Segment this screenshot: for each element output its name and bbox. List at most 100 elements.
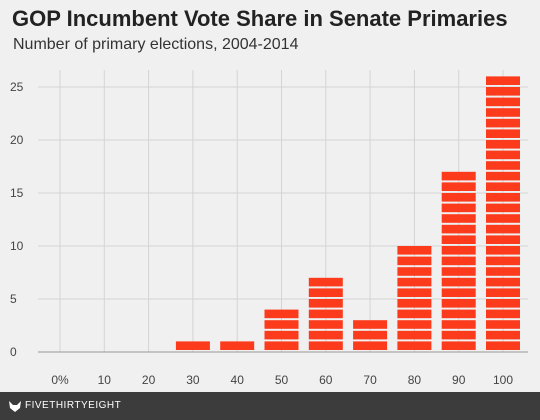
bar-unit-block: [486, 87, 520, 96]
bar-unit-block: [175, 341, 210, 350]
footer-bar: FIVETHIRTYEIGHT: [0, 392, 540, 420]
bar-70: [353, 320, 388, 350]
bar-unit-block: [264, 330, 299, 340]
bar-unit-block: [264, 341, 299, 350]
bar-50: [264, 309, 299, 350]
y-tick-label: 0: [10, 345, 17, 359]
bar-unit-block: [441, 182, 476, 191]
bar-unit-block: [308, 277, 343, 287]
bar-90: [441, 171, 476, 350]
bar-unit-block: [486, 76, 520, 85]
bar-unit-block: [441, 288, 476, 297]
bar-unit-block: [486, 161, 520, 170]
y-tick-label: 5: [10, 292, 17, 306]
bar-unit-block: [308, 320, 343, 329]
bar-unit-block: [441, 171, 476, 181]
bar-100: [486, 76, 520, 350]
x-tick-label: 10: [98, 373, 112, 387]
bar-unit-block: [486, 341, 520, 350]
y-tick-label: 20: [10, 133, 24, 147]
bar-unit-block: [308, 341, 343, 350]
bar-unit-block: [353, 341, 388, 350]
bar-unit-block: [486, 224, 520, 234]
bar-unit-block: [486, 97, 520, 107]
bar-unit-block: [397, 341, 432, 350]
bar-unit-block: [486, 214, 520, 223]
bar-unit-block: [441, 309, 476, 319]
x-tick-label: 30: [186, 373, 200, 387]
bar-unit-block: [486, 246, 520, 255]
bar-unit-block: [441, 246, 476, 255]
bar-unit-block: [308, 288, 343, 297]
bar-unit-block: [353, 330, 388, 340]
bar-unit-block: [308, 330, 343, 340]
bar-unit-block: [486, 288, 520, 297]
chart-title: GOP Incumbent Vote Share in Senate Prima…: [12, 6, 508, 31]
bar-unit-block: [486, 150, 520, 160]
bar-unit-block: [441, 193, 476, 202]
x-tick-label: 40: [231, 373, 245, 387]
bar-unit-block: [441, 277, 476, 287]
bar-unit-block: [441, 320, 476, 329]
bar-unit-block: [353, 320, 388, 329]
bar-unit-block: [264, 320, 299, 329]
x-tick-label: 80: [408, 373, 422, 387]
bar-80: [397, 246, 432, 350]
bar-unit-block: [486, 277, 520, 287]
bar-unit-block: [486, 140, 520, 149]
bar-unit-block: [486, 320, 520, 329]
bar-unit-block: [397, 277, 432, 287]
fivethirtyeight-fox-icon: [9, 401, 21, 412]
x-tick-label: 20: [142, 373, 156, 387]
bar-40: [220, 341, 255, 350]
bar-unit-block: [486, 182, 520, 191]
x-tick-label: 0%: [51, 373, 69, 387]
bar-unit-block: [441, 224, 476, 234]
bar-unit-block: [486, 256, 520, 266]
y-tick-label: 10: [10, 239, 24, 253]
bar-unit-block: [397, 320, 432, 329]
x-tick-label: 100: [493, 373, 513, 387]
x-tick-label: 60: [319, 373, 333, 387]
x-tick-label: 70: [363, 373, 377, 387]
bar-60: [308, 277, 343, 350]
bar-unit-block: [441, 203, 476, 213]
bar-unit-block: [486, 171, 520, 181]
bar-unit-block: [397, 288, 432, 297]
bar-unit-block: [441, 341, 476, 350]
bar-unit-block: [486, 193, 520, 202]
bar-unit-block: [220, 341, 255, 350]
chart-subtitle: Number of primary elections, 2004-2014: [13, 36, 299, 53]
bar-unit-block: [441, 299, 476, 308]
bar-unit-block: [441, 330, 476, 340]
bar-unit-block: [486, 203, 520, 213]
bar-unit-block: [486, 299, 520, 308]
bar-unit-block: [441, 214, 476, 223]
bar-unit-block: [441, 267, 476, 276]
chart: 0 5 10 15 20 25 0% 10 20 30 40 50 60 70 80 90 100: [10, 70, 528, 387]
bar-unit-block: [486, 267, 520, 276]
y-tick-label: 25: [10, 80, 24, 94]
chart-svg: 0 5 10 15 20 25 0% 10 20 30 40 50 60 70 80 90 100: [10, 70, 528, 387]
x-tick-label: 90: [452, 373, 466, 387]
bar-unit-block: [486, 309, 520, 319]
bar-unit-block: [308, 299, 343, 308]
bar-unit-block: [441, 235, 476, 244]
bar-unit-block: [486, 108, 520, 117]
bar-unit-block: [486, 129, 520, 138]
bar-unit-block: [486, 330, 520, 340]
bar-unit-block: [486, 235, 520, 244]
bar-unit-block: [264, 309, 299, 319]
bar-30: [175, 341, 210, 350]
bar-unit-block: [397, 309, 432, 319]
footer-brand: FIVETHIRTYEIGHT: [25, 400, 122, 411]
bar-unit-block: [397, 330, 432, 340]
bar-unit-block: [397, 299, 432, 308]
bar-unit-block: [397, 256, 432, 266]
bar-unit-block: [441, 256, 476, 266]
bar-unit-block: [308, 309, 343, 319]
y-tick-label: 15: [10, 186, 24, 200]
bar-unit-block: [486, 118, 520, 128]
bar-unit-block: [397, 267, 432, 276]
bar-unit-block: [397, 246, 432, 255]
